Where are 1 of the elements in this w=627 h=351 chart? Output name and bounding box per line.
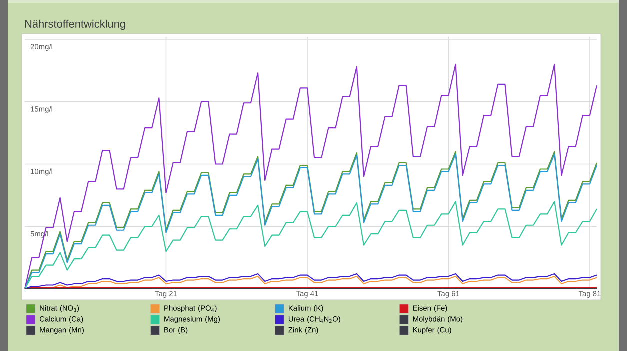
chart-title: Nährstoffentwicklung [25,20,126,30]
